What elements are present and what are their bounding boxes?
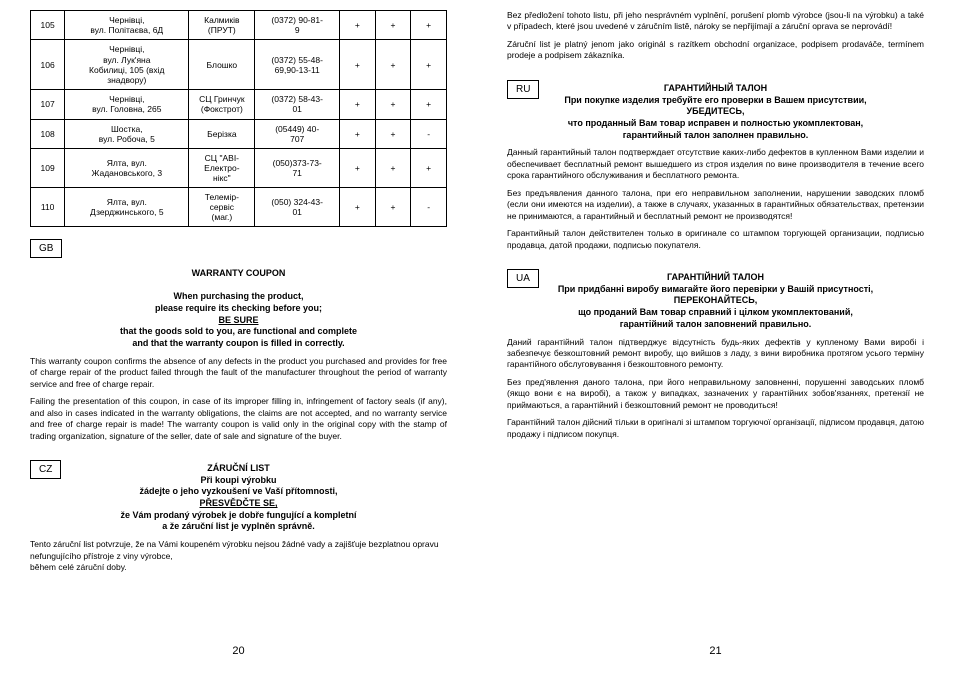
table-cell: 105 bbox=[31, 11, 65, 40]
lang-box-ru: RU bbox=[507, 80, 539, 99]
cz-cont-para2: Záruční list je platný jenom jako origin… bbox=[507, 39, 924, 62]
table-cell: + bbox=[411, 40, 447, 90]
table-cell: Ялта, вул. Дзерджинського, 5 bbox=[65, 187, 189, 226]
cz-title3: PŘESVĚDČTE SE, bbox=[199, 498, 277, 508]
table-cell: 106 bbox=[31, 40, 65, 90]
gb-title4: that the goods sold to you, are function… bbox=[120, 326, 357, 348]
table-cell: + bbox=[340, 187, 376, 226]
table-cell: (0372) 90-81- 9 bbox=[255, 11, 340, 40]
ua-title2: При придбанні виробу вимагайте його пере… bbox=[558, 284, 873, 329]
gb-title1: WARRANTY COUPON bbox=[192, 268, 286, 278]
table-cell: - bbox=[411, 119, 447, 148]
gb-title: WARRANTY COUPON When purchasing the prod… bbox=[30, 268, 447, 350]
table-cell: 110 bbox=[31, 187, 65, 226]
cz-title1: ZÁRUČNÍ LIST bbox=[207, 463, 270, 473]
table-cell: + bbox=[375, 119, 411, 148]
table-cell: + bbox=[340, 90, 376, 119]
ru-para2: Без предъявления данного талона, при его… bbox=[507, 188, 924, 222]
table-row: 108Шостка, вул. Робоча, 5Берізка(05449) … bbox=[31, 119, 447, 148]
table-cell: (050)373-73- 71 bbox=[255, 148, 340, 187]
table-row: 105Чернівці, вул. Політаєва, 6ДКалмиків … bbox=[31, 11, 447, 40]
ua-para2: Без пред'явлення даного талона, при його… bbox=[507, 377, 924, 411]
table-cell: СЦ "АВІ- Електро- нікс" bbox=[189, 148, 255, 187]
service-centers-table: 105Чернівці, вул. Політаєва, 6ДКалмиків … bbox=[30, 10, 447, 227]
table-cell: Калмиків (ПРУТ) bbox=[189, 11, 255, 40]
ru-title2: При покупке изделия требуйте его проверк… bbox=[564, 95, 866, 140]
table-cell: Блошко bbox=[189, 40, 255, 90]
table-row: 106Чернівці, вул. Лук'яна Кобилиці, 105 … bbox=[31, 40, 447, 90]
cz-title: ZÁRUČNÍ LIST Při koupi výrobku žádejte o… bbox=[30, 463, 447, 533]
table-cell: Ялта, вул. Жадановського, 3 bbox=[65, 148, 189, 187]
table-cell: + bbox=[375, 40, 411, 90]
ru-para3: Гарантийный талон действителен только в … bbox=[507, 228, 924, 251]
table-cell: + bbox=[375, 187, 411, 226]
lang-box-cz: CZ bbox=[30, 460, 61, 479]
table-row: 110Ялта, вул. Дзерджинського, 5Телемір- … bbox=[31, 187, 447, 226]
gb-para1: This warranty coupon confirms the absenc… bbox=[30, 356, 447, 390]
ua-title1: ГАРАНТІЙНИЙ ТАЛОН bbox=[667, 272, 764, 282]
table-cell: (050) 324-43- 01 bbox=[255, 187, 340, 226]
table-cell: Шостка, вул. Робоча, 5 bbox=[65, 119, 189, 148]
gb-title3: BE SURE bbox=[218, 315, 258, 325]
table-cell: 109 bbox=[31, 148, 65, 187]
ua-title: ГАРАНТІЙНИЙ ТАЛОН При придбанні виробу в… bbox=[507, 272, 924, 330]
table-cell: + bbox=[375, 11, 411, 40]
table-cell: Берізка bbox=[189, 119, 255, 148]
table-cell: + bbox=[411, 11, 447, 40]
ru-title1: ГАРАНТИЙНЫЙ ТАЛОН bbox=[664, 83, 767, 93]
table-cell: + bbox=[375, 148, 411, 187]
table-row: 109Ялта, вул. Жадановського, 3СЦ "АВІ- Е… bbox=[31, 148, 447, 187]
table-cell: Чернівці, вул. Лук'яна Кобилиці, 105 (вх… bbox=[65, 40, 189, 90]
gb-title2: When purchasing the product, please requ… bbox=[155, 291, 322, 313]
cz-title2: Při koupi výrobku žádejte o jeho vyzkouš… bbox=[139, 475, 337, 497]
ua-para1: Даний гарантійний талон підтверджує відс… bbox=[507, 337, 924, 371]
table-cell: Телемір- сервіс (маг.) bbox=[189, 187, 255, 226]
table-cell: СЦ Гринчук (Фокстрот) bbox=[189, 90, 255, 119]
right-page: Bez předložení tohoto listu, při jeho ne… bbox=[477, 0, 954, 675]
table-cell: - bbox=[411, 187, 447, 226]
table-cell: (0372) 55-48- 69,90-13-11 bbox=[255, 40, 340, 90]
table-cell: + bbox=[411, 148, 447, 187]
left-page: 105Чернівці, вул. Політаєва, 6ДКалмиків … bbox=[0, 0, 477, 675]
table-cell: + bbox=[340, 148, 376, 187]
table-cell: (0372) 58-43- 01 bbox=[255, 90, 340, 119]
cz-para1: Tento záruční list potvrzuje, že na Vámi… bbox=[30, 539, 447, 573]
table-cell: + bbox=[375, 90, 411, 119]
table-cell: 107 bbox=[31, 90, 65, 119]
cz-cont-para1: Bez předložení tohoto listu, při jeho ne… bbox=[507, 10, 924, 33]
cz-title4: že Vám prodaný výrobek je dobře fungujíc… bbox=[120, 510, 356, 532]
table-cell: + bbox=[411, 90, 447, 119]
table-row: 107Чернівці, вул. Головна, 265СЦ Гринчук… bbox=[31, 90, 447, 119]
ru-para1: Данный гарантийный талон подтверждает от… bbox=[507, 147, 924, 181]
page-number-left: 20 bbox=[232, 645, 244, 657]
gb-para2: Failing the presentation of this coupon,… bbox=[30, 396, 447, 442]
table-cell: + bbox=[340, 40, 376, 90]
table-cell: Чернівці, вул. Головна, 265 bbox=[65, 90, 189, 119]
table-body: 105Чернівці, вул. Політаєва, 6ДКалмиків … bbox=[31, 11, 447, 227]
ua-para3: Гарантійний талон дійсний тільки в оригі… bbox=[507, 417, 924, 440]
lang-box-ua: UA bbox=[507, 269, 539, 288]
table-cell: + bbox=[340, 119, 376, 148]
page-number-right: 21 bbox=[709, 645, 721, 657]
table-cell: 108 bbox=[31, 119, 65, 148]
table-cell: + bbox=[340, 11, 376, 40]
lang-box-gb: GB bbox=[30, 239, 62, 258]
table-cell: Чернівці, вул. Політаєва, 6Д bbox=[65, 11, 189, 40]
table-cell: (05449) 40- 707 bbox=[255, 119, 340, 148]
ru-title: ГАРАНТИЙНЫЙ ТАЛОН При покупке изделия тр… bbox=[507, 83, 924, 141]
